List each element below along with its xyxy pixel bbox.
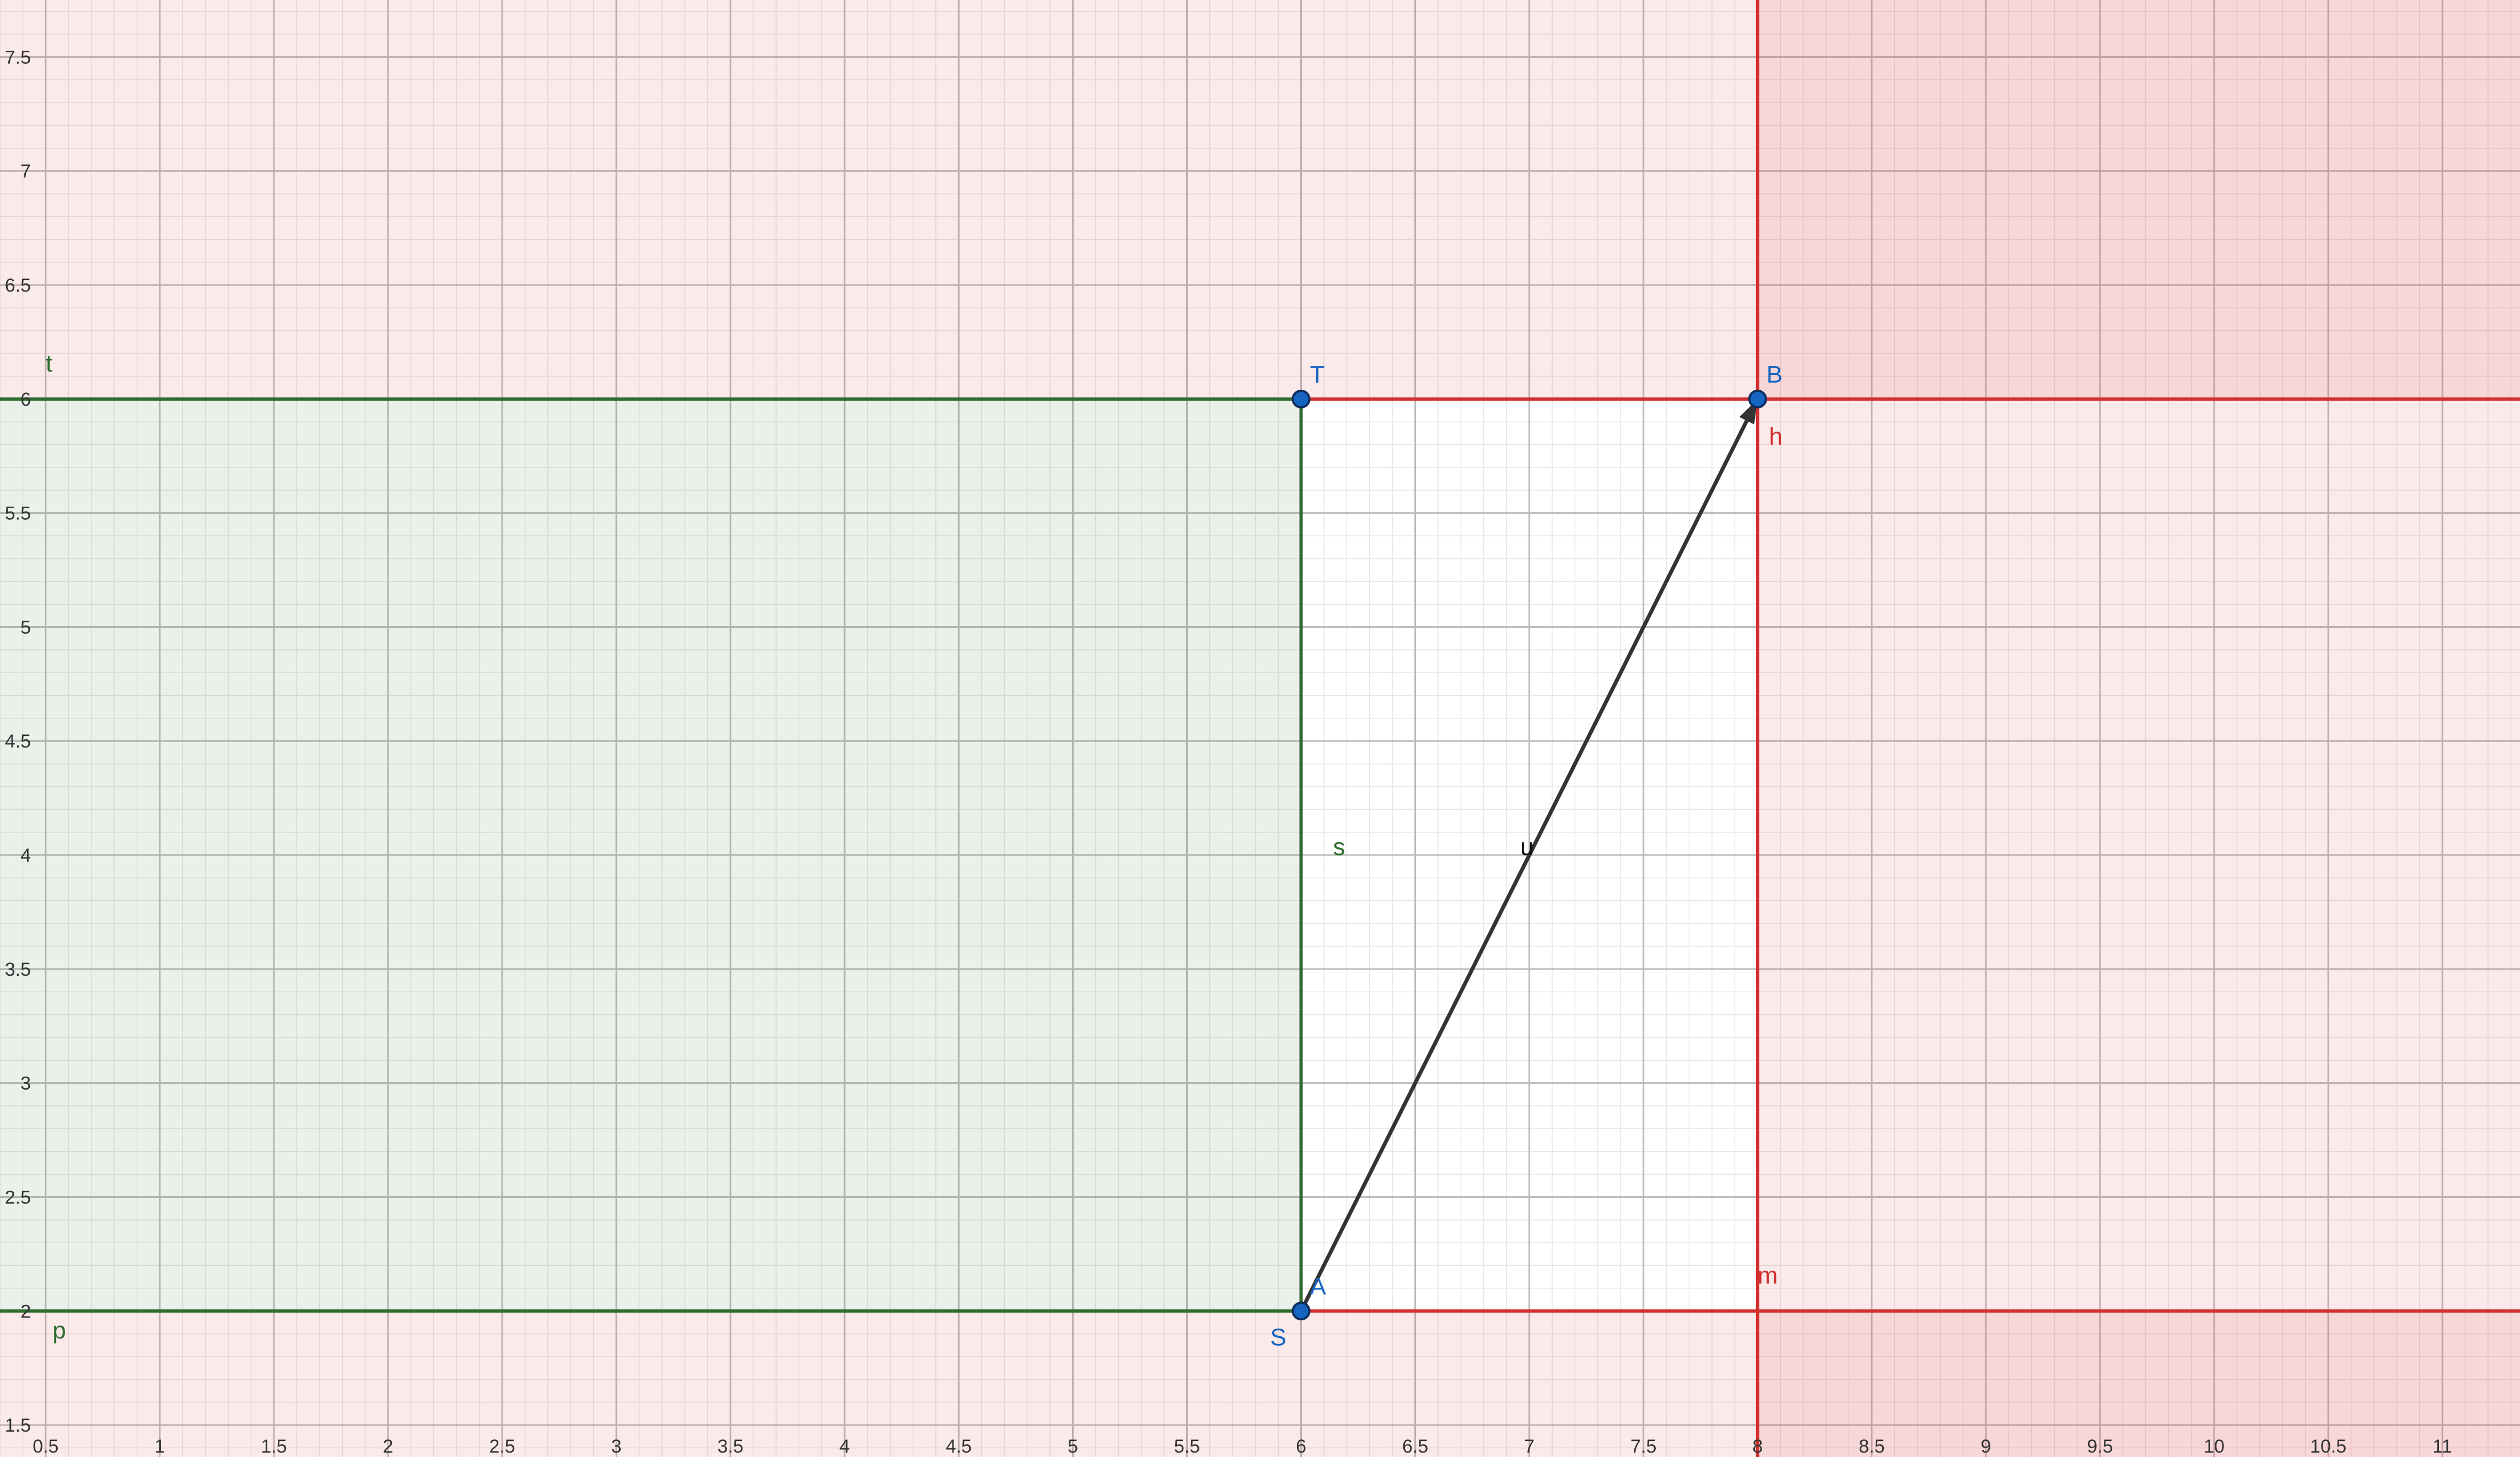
region-green-rect <box>0 399 1301 1311</box>
y-tick-label: 6 <box>20 389 31 410</box>
x-tick-label: 11 <box>2433 1436 2452 1457</box>
y-tick-label: 3.5 <box>5 959 31 980</box>
line-label-t: t <box>46 350 52 377</box>
x-tick-label: 8.5 <box>1859 1436 1884 1457</box>
x-tick-label: 9 <box>1980 1436 1991 1457</box>
region-red-right <box>1757 0 2520 1457</box>
y-tick-label: 3 <box>20 1073 31 1094</box>
y-tick-label: 2 <box>20 1301 31 1322</box>
line-label-h: h <box>1769 423 1783 450</box>
x-tick-label: 5 <box>1068 1436 1078 1457</box>
y-tick-label: 5.5 <box>5 503 31 524</box>
x-tick-label: 3.5 <box>718 1436 744 1457</box>
y-tick-label: 7 <box>20 161 31 182</box>
x-tick-label: 7.5 <box>1630 1436 1656 1457</box>
x-tick-label: 2 <box>383 1436 394 1457</box>
point-label-T: T <box>1310 361 1325 388</box>
x-tick-label: 7 <box>1524 1436 1534 1457</box>
vector-label-u: u <box>1520 834 1533 861</box>
points <box>1291 389 1767 1321</box>
y-tick-label: 1.5 <box>5 1415 31 1436</box>
x-tick-label: 0.5 <box>33 1436 58 1457</box>
y-tick-label: 4 <box>20 845 31 866</box>
x-tick-label: 1 <box>154 1436 165 1457</box>
y-tick-label: 5 <box>20 617 31 638</box>
point-A <box>1291 1302 1311 1321</box>
x-tick-label: 3 <box>611 1436 622 1457</box>
y-tick-label: 2.5 <box>5 1187 31 1208</box>
point-label-A: A <box>1310 1273 1327 1300</box>
line-label-s: s <box>1333 834 1345 861</box>
y-tick-label: 6.5 <box>5 275 31 296</box>
point-label-B: B <box>1767 361 1783 388</box>
region-red-above <box>0 0 2520 399</box>
point-B <box>1748 389 1767 408</box>
x-tick-label: 9.5 <box>2087 1436 2113 1457</box>
x-tick-label: 10.5 <box>2310 1436 2346 1457</box>
x-tick-label: 6.5 <box>1402 1436 1428 1457</box>
object-labels: t p s h m u A T B S <box>46 350 1783 1351</box>
x-tick-label: 1.5 <box>261 1436 287 1457</box>
x-tick-label: 4 <box>839 1436 850 1457</box>
x-tick-label: 10 <box>2204 1436 2225 1457</box>
label-S: S <box>1270 1324 1286 1351</box>
x-tick-label: 5.5 <box>1174 1436 1200 1457</box>
x-tick-label: 6 <box>1296 1436 1306 1457</box>
vector-u <box>1299 420 1749 1312</box>
y-tick-label: 7.5 <box>5 47 31 68</box>
axis-tick-labels: 0.5 1 1.5 2 2.5 3 3.5 4 4.5 5 5.5 6 6.5 7 7.5 8 8.5 9 9.5 1… <box>5 47 2452 1457</box>
x-tick-label: 2.5 <box>489 1436 515 1457</box>
region-red-below <box>0 1311 2520 1457</box>
y-tick-label: 4.5 <box>5 731 31 752</box>
x-tick-label: 4.5 <box>946 1436 972 1457</box>
line-label-p: p <box>52 1317 66 1344</box>
line-label-m: m <box>1758 1262 1778 1289</box>
point-T <box>1291 389 1311 408</box>
x-tick-label: 8 <box>1752 1436 1763 1457</box>
